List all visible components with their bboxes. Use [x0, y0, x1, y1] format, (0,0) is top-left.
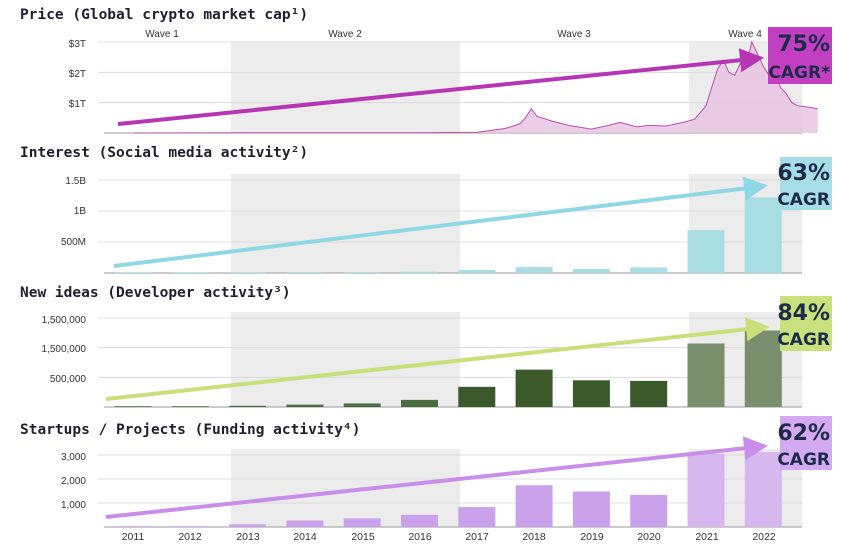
bar-2019 [572, 380, 610, 407]
dev-ytick-500k: 500,000 [50, 374, 87, 385]
x-tick-2019: 2019 [580, 531, 604, 543]
cagr-label-funding: CAGR [777, 450, 830, 470]
x-tick-2014: 2014 [293, 531, 317, 543]
cagr-value-interest: 63% [777, 161, 830, 186]
bar-2020 [630, 494, 668, 527]
bar-2012 [171, 272, 209, 273]
bar-2019 [572, 268, 610, 273]
bar-2011 [114, 526, 152, 527]
dev-ytick-mid: 1,500,000 [42, 344, 87, 355]
cagr-label-price: CAGR* [768, 63, 830, 83]
wave-label-4: Wave 4 [728, 29, 762, 40]
bar-2020 [630, 380, 668, 407]
cagr-badge-interest: 63% CAGR [777, 157, 832, 210]
trend-arrow-dev [105, 317, 770, 401]
cagr-value-funding: 62% [777, 421, 830, 446]
bar-2012 [171, 526, 209, 527]
bar-2016 [401, 514, 438, 527]
price-ytick-3t: $3T [69, 39, 86, 50]
bar-2014 [286, 520, 324, 527]
x-tick-2015: 2015 [351, 531, 375, 543]
bar-2015 [343, 518, 381, 527]
x-tick-2018: 2018 [522, 531, 546, 543]
bar-2015 [343, 403, 381, 407]
bar-2022 [744, 330, 782, 407]
funding-ytick-3000: 3,000 [61, 452, 86, 463]
cagr-label-dev: CAGR [777, 330, 830, 350]
trend-arrow-price [117, 48, 764, 126]
interest-ytick-1-5b: 1.5B [65, 176, 86, 187]
cagr-value-price: 75% [777, 32, 830, 57]
cagr-label-interest: CAGR [777, 190, 830, 210]
wave2-band [231, 449, 460, 527]
panel-title-startups: Startups / Projects (Funding activity⁴) [20, 422, 360, 438]
wave2-band [231, 312, 460, 407]
bar-2017 [458, 386, 496, 407]
x-axis: 2011 2012 2013 2014 2015 2016 2017 2018 … [122, 531, 776, 543]
wave-label-3: Wave 3 [557, 29, 591, 40]
interest-ytick-500m: 500M [61, 237, 86, 248]
panel-title-interest: Interest (Social media activity²) [20, 145, 308, 161]
trend-arrow-funding [105, 436, 768, 519]
bar-2017 [458, 507, 496, 527]
wave-label-2: Wave 2 [328, 29, 362, 40]
bar-2013 [229, 405, 267, 407]
bar-2016 [401, 399, 438, 407]
bar-2021 [687, 343, 725, 407]
panel-title-new-ideas: New ideas (Developer activity³) [20, 285, 291, 301]
bar-2014 [286, 272, 324, 273]
wave2-band [231, 174, 460, 273]
wave2-band [231, 42, 460, 133]
cagr-badge-dev: 84% CAGR [777, 296, 832, 351]
bar-2013 [229, 272, 267, 273]
x-tick-2020: 2020 [637, 531, 661, 543]
bar-2020 [630, 267, 668, 273]
bar-2014 [286, 404, 324, 407]
bar-2013 [229, 524, 267, 527]
price-area [133, 42, 818, 133]
bar-2022 [744, 451, 782, 527]
bar-2018 [515, 267, 553, 273]
cagr-badge-price: 75% CAGR* [768, 27, 832, 84]
x-tick-2011: 2011 [122, 531, 145, 543]
bar-2018 [515, 369, 553, 407]
bar-2015 [343, 272, 381, 273]
x-tick-2013: 2013 [236, 531, 260, 543]
bar-2022 [744, 197, 782, 273]
x-tick-2021: 2021 [695, 531, 719, 543]
bar-2012 [171, 406, 209, 407]
cagr-badge-funding: 62% CAGR [777, 416, 832, 470]
cagr-value-dev: 84% [777, 301, 830, 326]
trend-arrow-interest [113, 176, 768, 268]
x-tick-2016: 2016 [408, 531, 432, 543]
bar-2018 [515, 485, 553, 527]
bar-2021 [687, 230, 725, 273]
wave-label-1: Wave 1 [145, 29, 179, 40]
bar-2019 [572, 491, 610, 527]
funding-ytick-2000: 2,000 [61, 476, 86, 487]
price-ytick-1t: $1T [69, 99, 86, 110]
interest-ytick-1b: 1B [74, 206, 87, 217]
dev-ytick-top: 1,500,000 [42, 315, 87, 326]
panel-title-price: Price (Global crypto market cap¹) [20, 7, 308, 23]
x-tick-2022: 2022 [752, 531, 776, 543]
bar-2011 [114, 272, 152, 273]
price-ytick-2t: $2T [69, 69, 86, 80]
x-tick-2017: 2017 [465, 531, 489, 543]
x-tick-2012: 2012 [178, 531, 202, 543]
funding-ytick-1000: 1,000 [61, 500, 86, 511]
bar-2017 [458, 269, 496, 273]
bar-2016 [401, 271, 438, 273]
bar-2021 [687, 453, 725, 527]
bar-2011 [114, 406, 152, 407]
